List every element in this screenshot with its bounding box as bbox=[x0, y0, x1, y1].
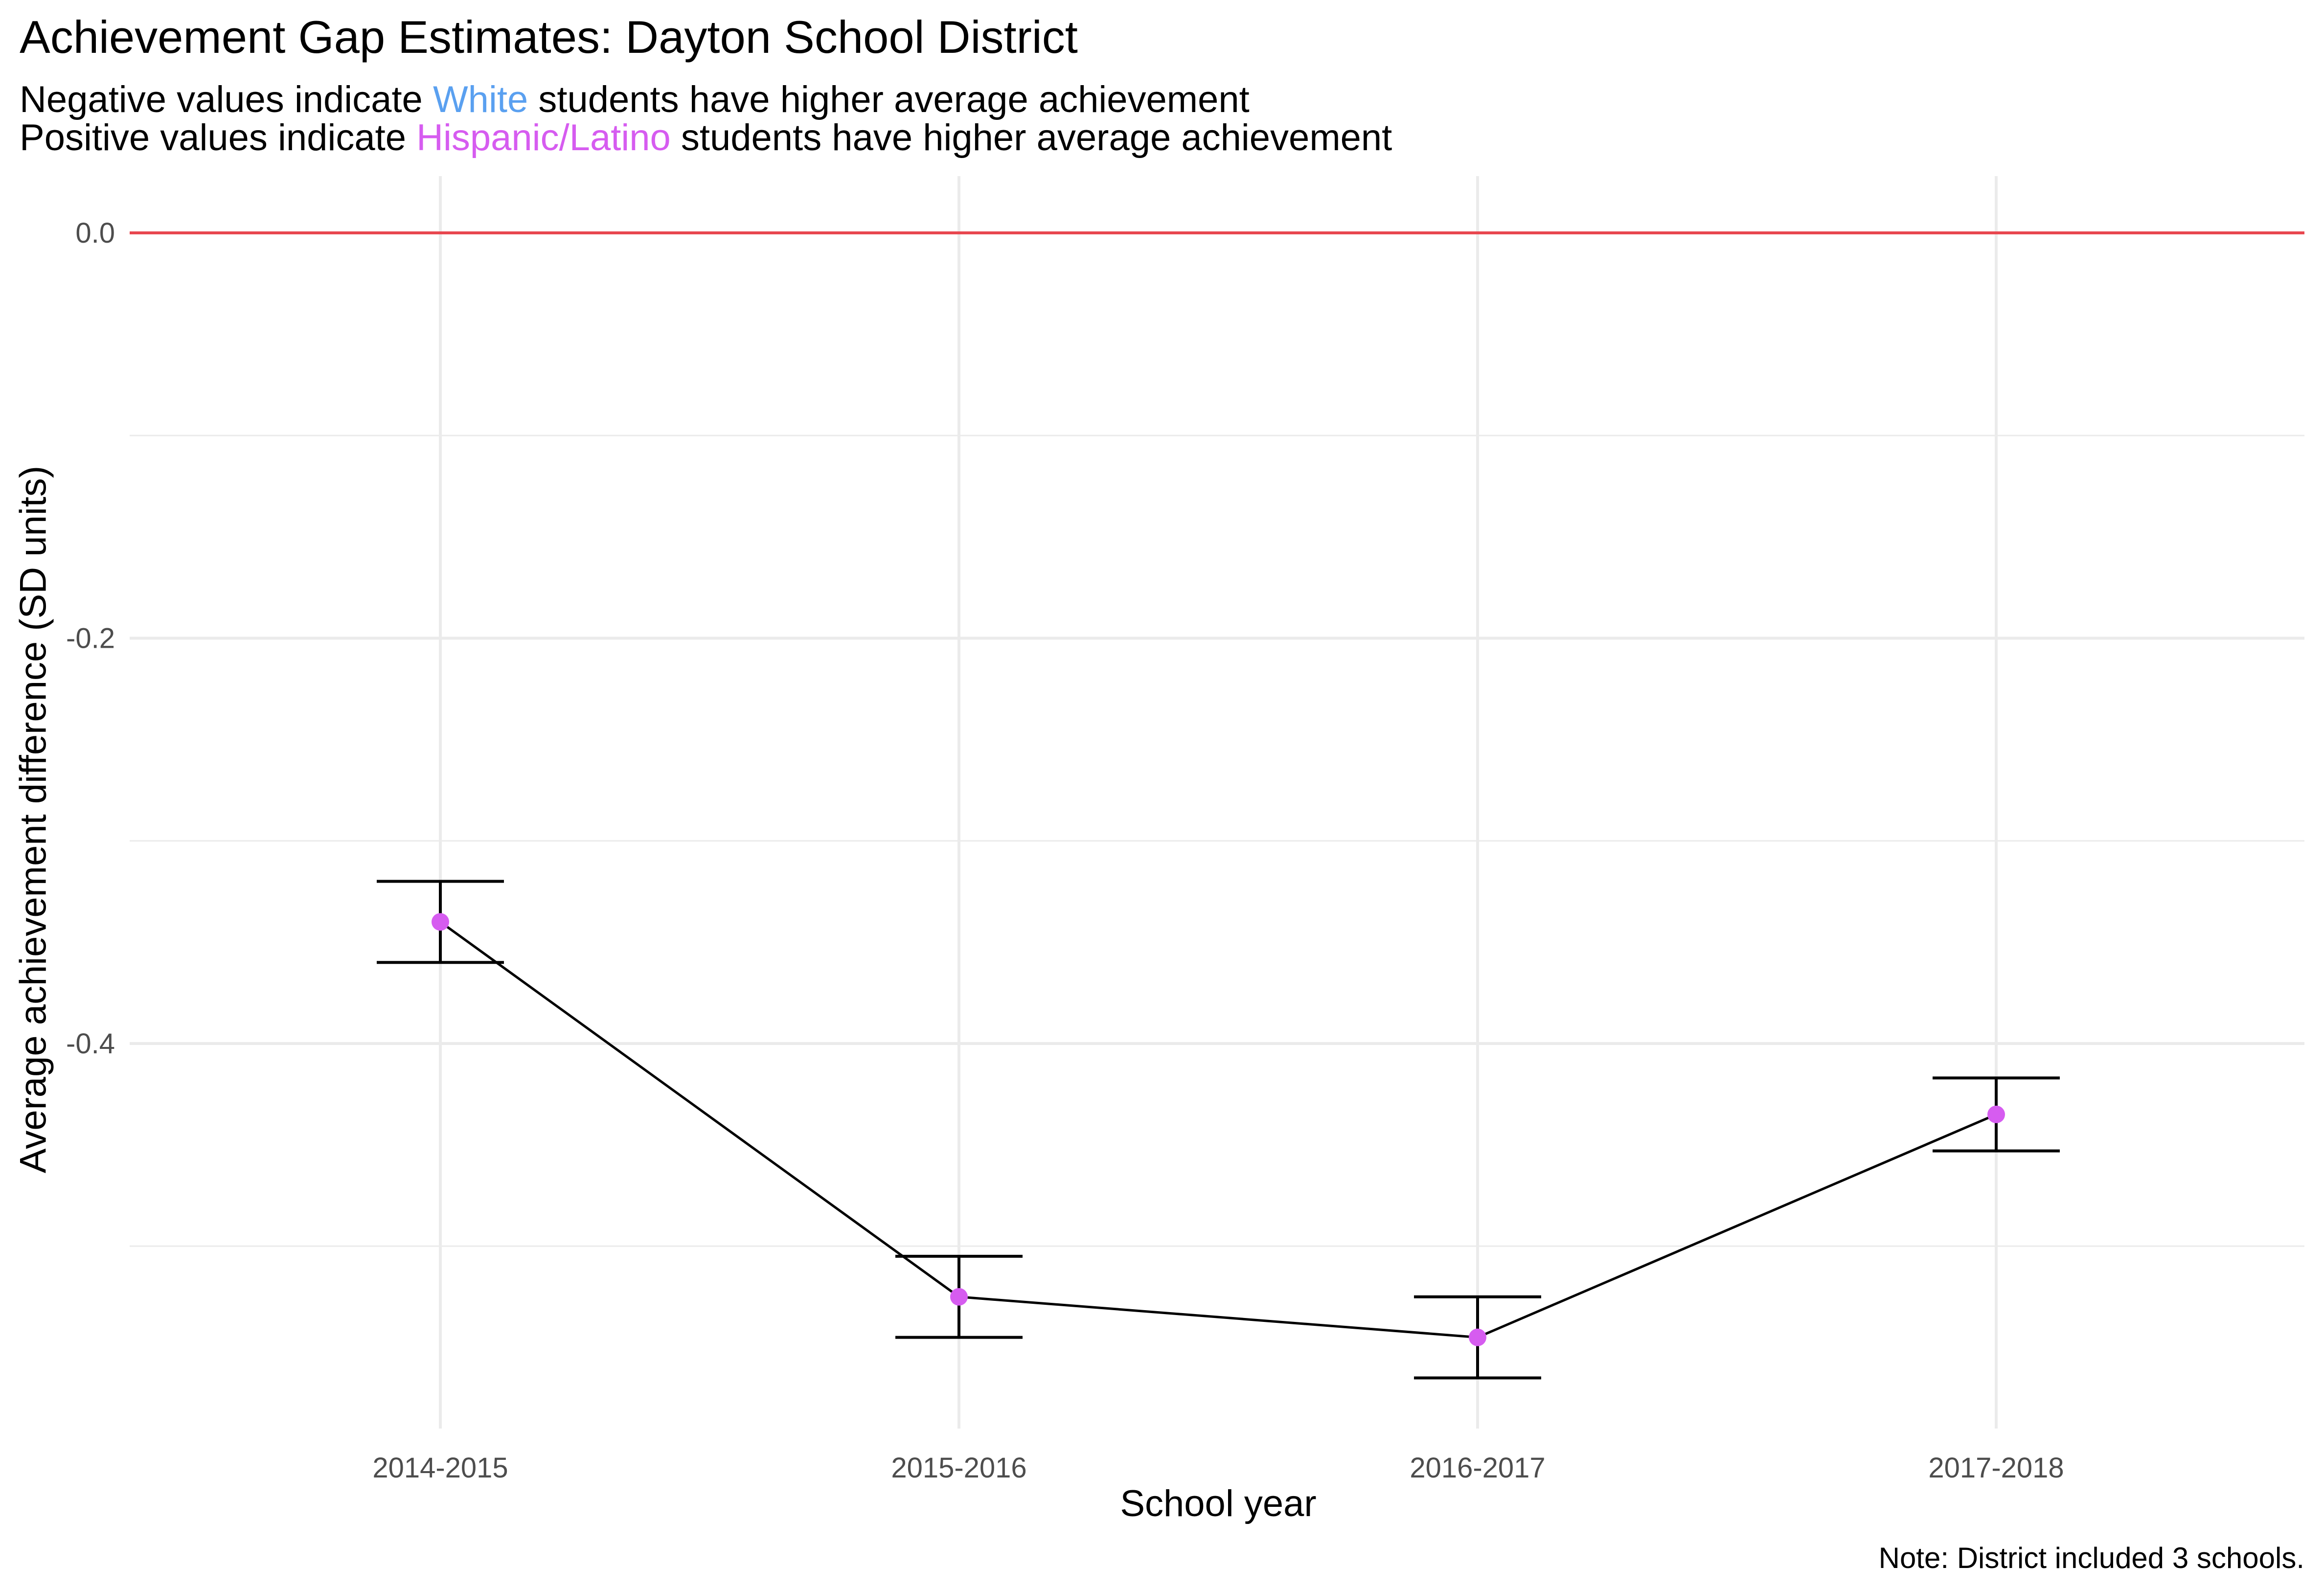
subtitle-1-before: Negative values indicate bbox=[20, 79, 423, 120]
major-gridlines bbox=[130, 176, 2304, 1429]
series-line bbox=[439, 921, 1997, 1339]
data-point bbox=[950, 1288, 968, 1306]
x-tick-label: 2017-2018 bbox=[1928, 1452, 2064, 1484]
minor-gridlines bbox=[130, 434, 2304, 1247]
caption-note: Note: District included 3 schools. bbox=[1878, 1542, 2304, 1574]
subtitle-line-2: Positive values indicate Hispanic/Latino… bbox=[20, 117, 1392, 159]
data-point bbox=[1469, 1328, 1486, 1346]
data-points bbox=[432, 913, 2005, 1346]
subtitle-1-highlight-white: White bbox=[433, 79, 528, 120]
x-tick-label: 2015-2016 bbox=[891, 1452, 1026, 1484]
subtitle-1-after: students have higher average achievement bbox=[538, 79, 1250, 120]
data-point bbox=[432, 913, 449, 931]
error-bars bbox=[377, 880, 2060, 1380]
subtitle-2-before: Positive values indicate bbox=[20, 117, 406, 159]
y-tick-label: 0.0 bbox=[75, 217, 115, 249]
y-tick-label: -0.2 bbox=[66, 622, 115, 654]
x-axis-label: School year bbox=[1120, 1483, 1317, 1524]
data-point bbox=[1987, 1105, 2005, 1123]
chart-title: Achievement Gap Estimates: Dayton School… bbox=[20, 11, 1078, 63]
y-tick-labels: 0.0 -0.2 -0.4 bbox=[66, 217, 115, 1060]
x-tick-labels: 2014-2015 2015-2016 2016-2017 2017-2018 bbox=[372, 1452, 2064, 1484]
x-tick-label: 2014-2015 bbox=[372, 1452, 508, 1484]
subtitle-line-1: Negative values indicate White students … bbox=[20, 79, 1250, 120]
y-tick-label: -0.4 bbox=[66, 1028, 115, 1060]
subtitle-2-highlight-hispanic: Hispanic/Latino bbox=[416, 117, 671, 159]
y-axis-label: Average achievement difference (SD units… bbox=[12, 465, 54, 1174]
series-line-group bbox=[439, 921, 1997, 1339]
x-tick-label: 2016-2017 bbox=[1410, 1452, 1545, 1484]
subtitle-2-after: students have higher average achievement bbox=[681, 117, 1392, 159]
